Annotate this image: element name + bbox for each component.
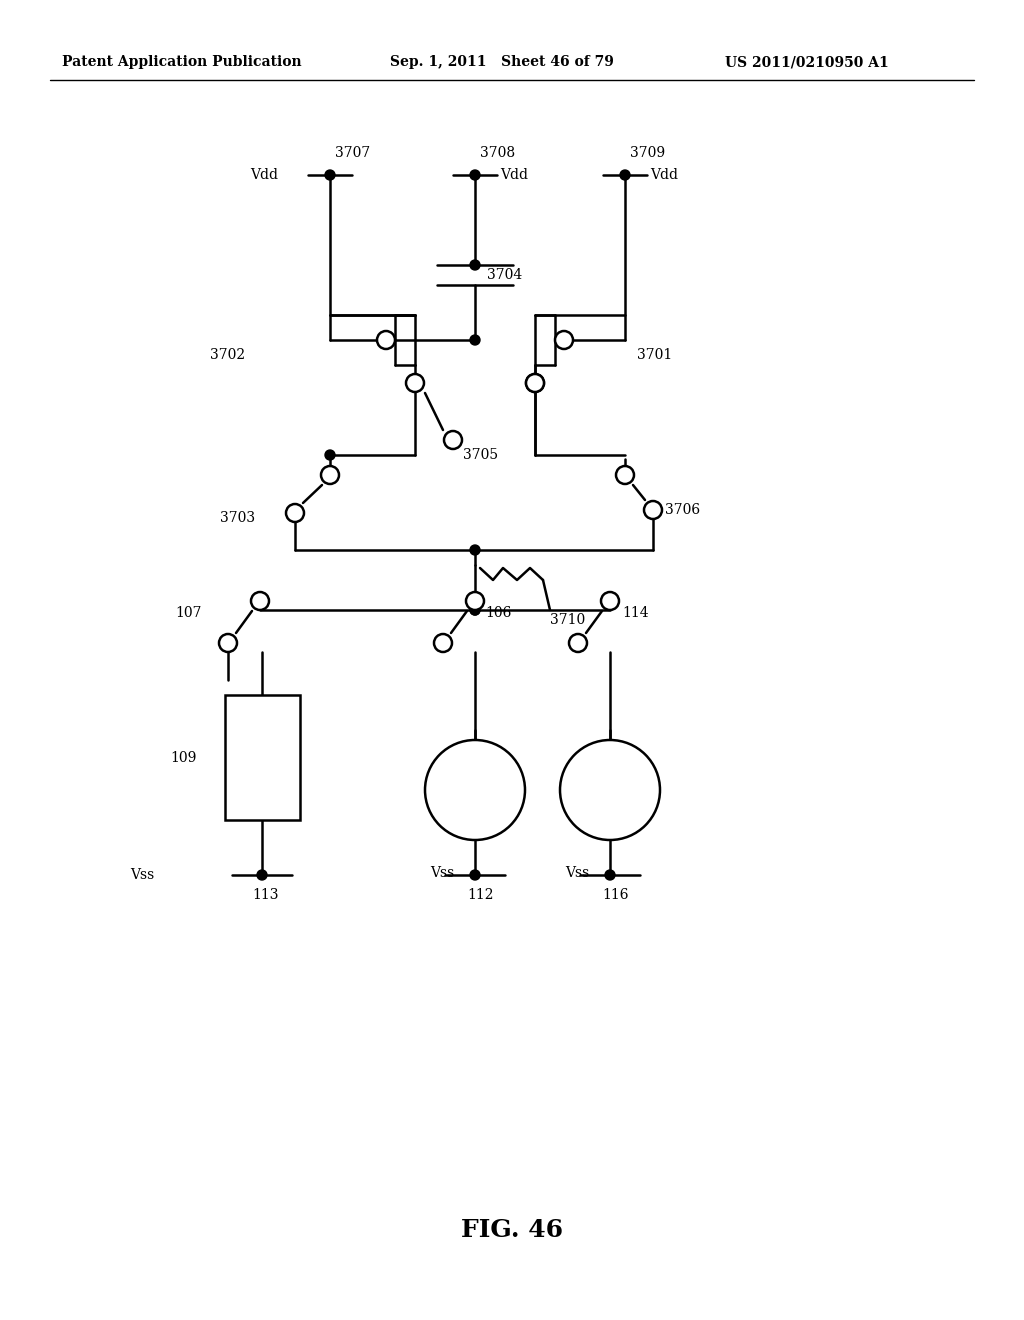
Bar [225,696,300,820]
Text: 106: 106 [485,606,511,620]
Circle shape [470,260,480,271]
Circle shape [620,170,630,180]
Circle shape [470,170,480,180]
Circle shape [434,634,452,652]
Text: 109: 109 [170,751,197,764]
Text: US 2011/0210950 A1: US 2011/0210950 A1 [725,55,889,69]
Text: Vss: Vss [130,869,155,882]
Circle shape [601,591,618,610]
Circle shape [470,545,480,554]
Circle shape [644,502,662,519]
Text: 116: 116 [602,888,629,902]
Circle shape [406,374,424,392]
Circle shape [470,870,480,880]
Text: Vdd: Vdd [250,168,278,182]
Circle shape [470,605,480,615]
Circle shape [466,591,484,610]
Text: Sep. 1, 2011   Sheet 46 of 79: Sep. 1, 2011 Sheet 46 of 79 [390,55,613,69]
Circle shape [325,170,335,180]
Circle shape [569,634,587,652]
Circle shape [321,466,339,484]
Circle shape [425,741,525,840]
Circle shape [616,466,634,484]
Text: 108: 108 [487,783,513,797]
Text: 3708: 3708 [480,147,515,160]
Text: FIG. 46: FIG. 46 [461,1218,563,1242]
Circle shape [444,432,462,449]
Text: 112: 112 [467,888,494,902]
Text: 114: 114 [622,606,648,620]
Text: 3705: 3705 [463,447,498,462]
Text: 3709: 3709 [630,147,666,160]
Circle shape [470,335,480,345]
Circle shape [377,331,395,348]
Text: 115: 115 [622,783,648,797]
Circle shape [555,331,573,348]
Text: 3702: 3702 [210,348,245,362]
Text: Vdd: Vdd [650,168,678,182]
Circle shape [470,605,480,615]
Text: 3710: 3710 [550,612,586,627]
Text: 107: 107 [175,606,202,620]
Circle shape [257,870,267,880]
Circle shape [526,374,544,392]
Text: 3701: 3701 [637,348,672,362]
Circle shape [219,634,237,652]
Text: 3704: 3704 [487,268,522,282]
Text: 3706: 3706 [665,503,700,517]
Circle shape [560,741,660,840]
Circle shape [526,374,544,392]
Circle shape [286,504,304,521]
Text: 3707: 3707 [335,147,371,160]
Text: Vss: Vss [565,866,589,880]
Text: Vss: Vss [430,866,455,880]
Circle shape [325,450,335,459]
Text: Vdd: Vdd [500,168,528,182]
Circle shape [605,870,615,880]
Text: 113: 113 [252,888,279,902]
Text: 3703: 3703 [220,511,255,525]
Text: Patent Application Publication: Patent Application Publication [62,55,302,69]
Circle shape [251,591,269,610]
